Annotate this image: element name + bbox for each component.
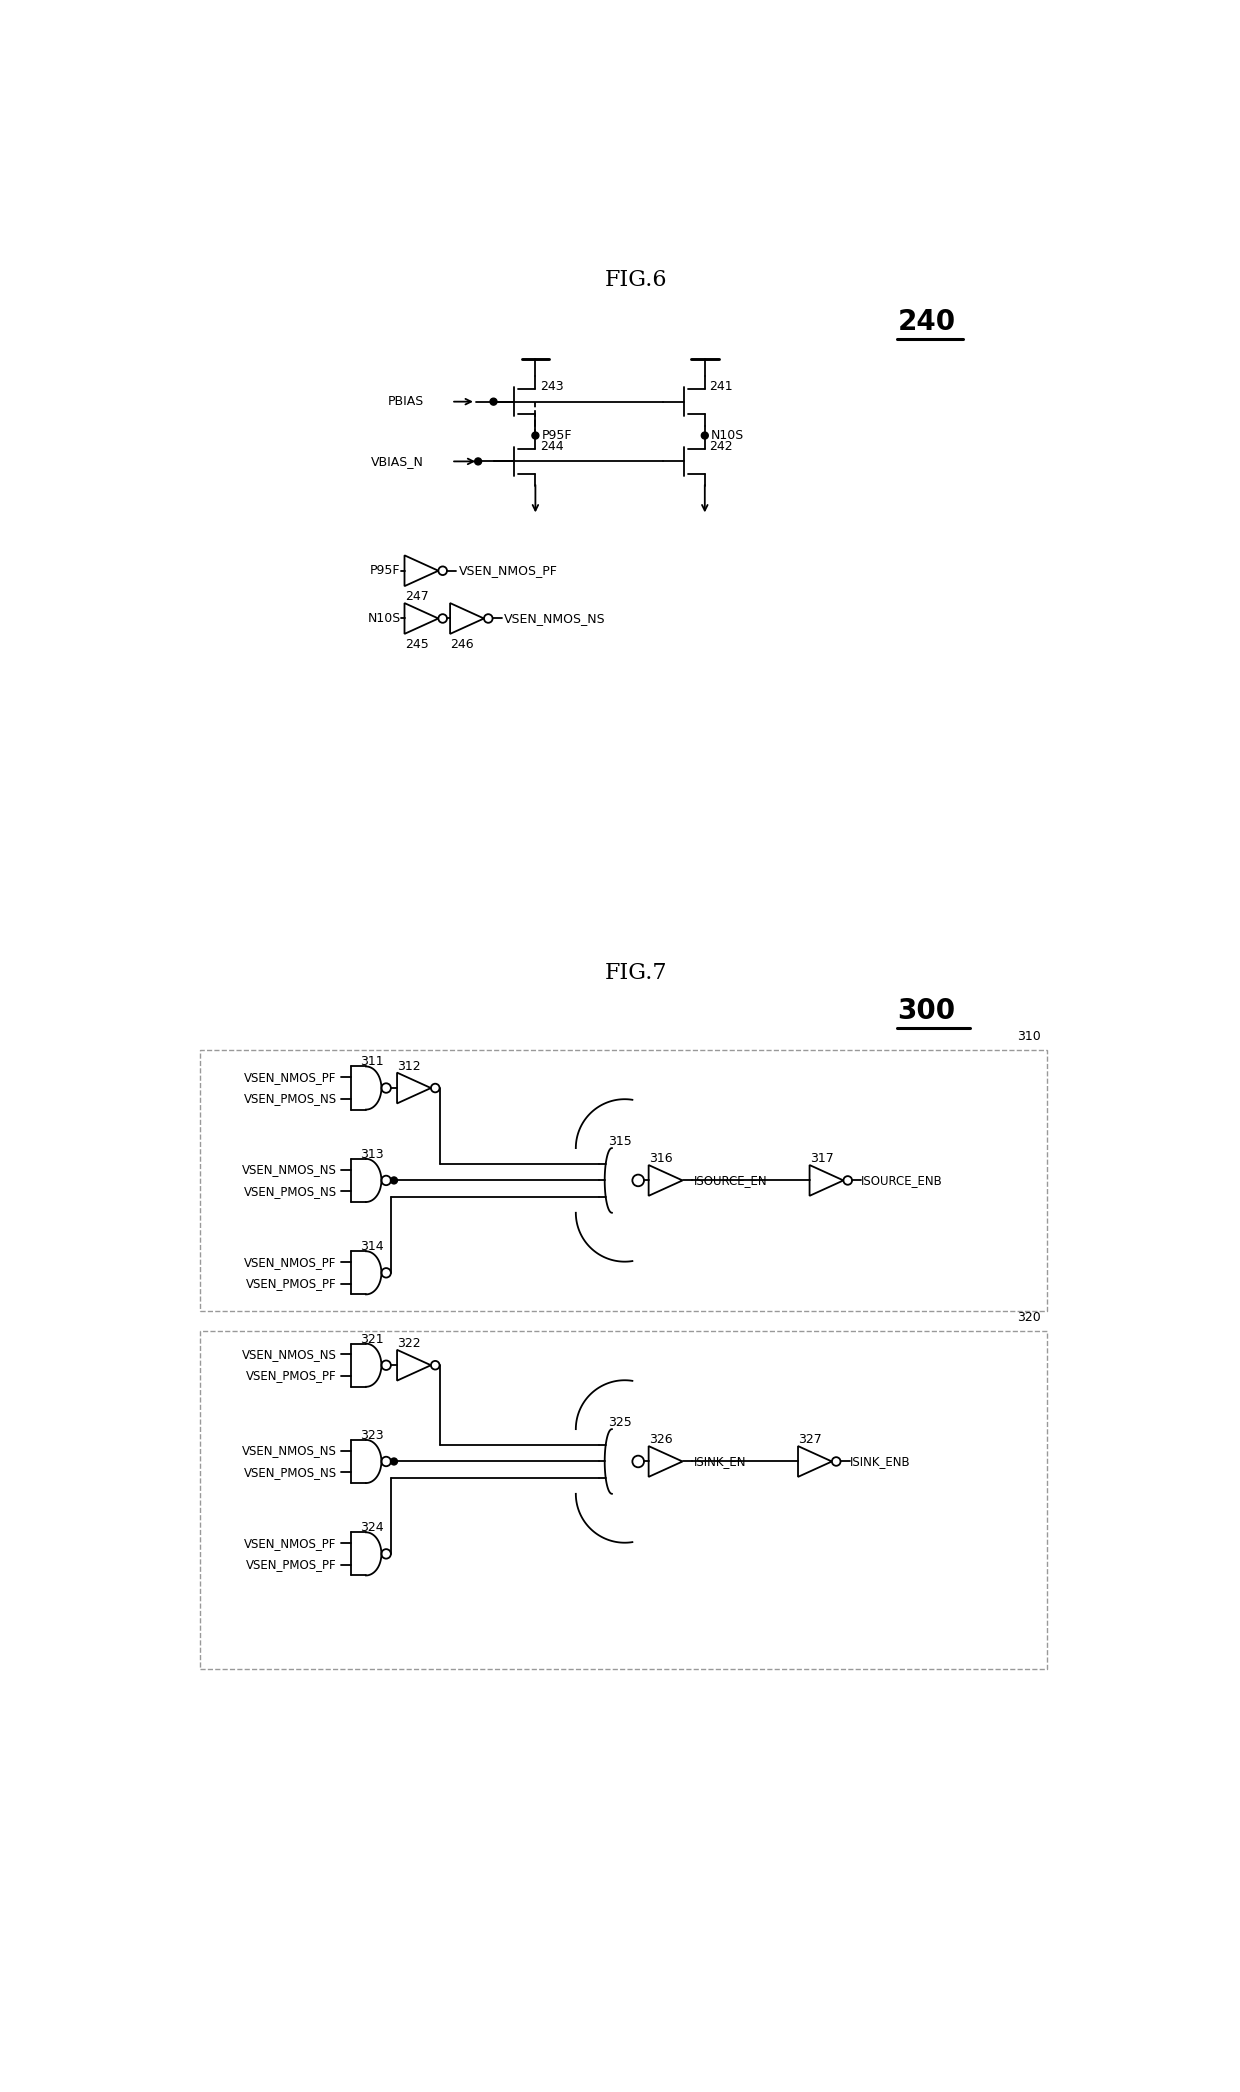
Text: 320: 320 [1018,1312,1042,1324]
Text: 326: 326 [649,1433,673,1446]
Text: ISINK_EN: ISINK_EN [694,1454,746,1469]
Text: VSEN_NMOS_PF: VSEN_NMOS_PF [244,1255,337,1268]
Text: FIG.6: FIG.6 [604,268,667,291]
Text: VSEN_NMOS_NS: VSEN_NMOS_NS [242,1347,337,1362]
Text: VSEN_NMOS_NS: VSEN_NMOS_NS [505,613,606,626]
Text: ISOURCE_EN: ISOURCE_EN [694,1174,768,1186]
Text: 310: 310 [1018,1031,1042,1044]
Text: 314: 314 [360,1241,383,1253]
Text: VSEN_NMOS_NS: VSEN_NMOS_NS [242,1443,337,1458]
Text: 325: 325 [609,1416,632,1429]
Text: ISINK_ENB: ISINK_ENB [849,1454,910,1469]
Text: ISOURCE_ENB: ISOURCE_ENB [862,1174,944,1186]
Text: 322: 322 [398,1337,422,1349]
Text: 247: 247 [405,590,429,602]
Text: VBIAS_N: VBIAS_N [371,454,424,469]
Text: 323: 323 [360,1429,383,1441]
Text: 321: 321 [360,1333,383,1345]
Text: 316: 316 [649,1153,673,1165]
Circle shape [391,1458,398,1464]
Text: 242: 242 [709,439,733,452]
Circle shape [391,1178,398,1184]
Text: 324: 324 [360,1521,383,1533]
Circle shape [702,433,708,439]
Text: VSEN_NMOS_PF: VSEN_NMOS_PF [459,565,558,577]
Text: 246: 246 [450,638,474,651]
Circle shape [490,397,497,406]
Text: VSEN_NMOS_NS: VSEN_NMOS_NS [242,1163,337,1176]
Text: 300: 300 [898,998,956,1025]
Text: 245: 245 [405,638,429,651]
Text: VSEN_PMOS_PF: VSEN_PMOS_PF [246,1276,337,1291]
Text: VSEN_PMOS_PF: VSEN_PMOS_PF [246,1370,337,1383]
Text: 317: 317 [810,1153,833,1165]
Text: 243: 243 [541,381,564,393]
Text: VSEN_PMOS_PF: VSEN_PMOS_PF [246,1559,337,1571]
Text: 313: 313 [360,1149,383,1161]
Text: PBIAS: PBIAS [388,395,424,408]
Text: N10S: N10S [711,429,744,441]
Text: 244: 244 [541,439,564,452]
Text: 315: 315 [609,1136,632,1149]
Text: P95F: P95F [542,429,572,441]
Text: P95F: P95F [371,565,401,577]
Text: VSEN_NMOS_PF: VSEN_NMOS_PF [244,1071,337,1084]
Circle shape [475,458,481,464]
Text: 311: 311 [360,1054,383,1069]
Text: FIG.7: FIG.7 [604,962,667,983]
Text: VSEN_PMOS_NS: VSEN_PMOS_NS [243,1466,337,1479]
Text: 241: 241 [709,381,733,393]
Text: VSEN_PMOS_NS: VSEN_PMOS_NS [243,1092,337,1105]
Text: VSEN_PMOS_NS: VSEN_PMOS_NS [243,1184,337,1199]
Circle shape [532,433,539,439]
Text: N10S: N10S [367,613,401,626]
Text: 327: 327 [799,1433,822,1446]
Text: VSEN_NMOS_PF: VSEN_NMOS_PF [244,1538,337,1550]
Text: 240: 240 [898,308,956,337]
Text: 312: 312 [398,1061,422,1073]
